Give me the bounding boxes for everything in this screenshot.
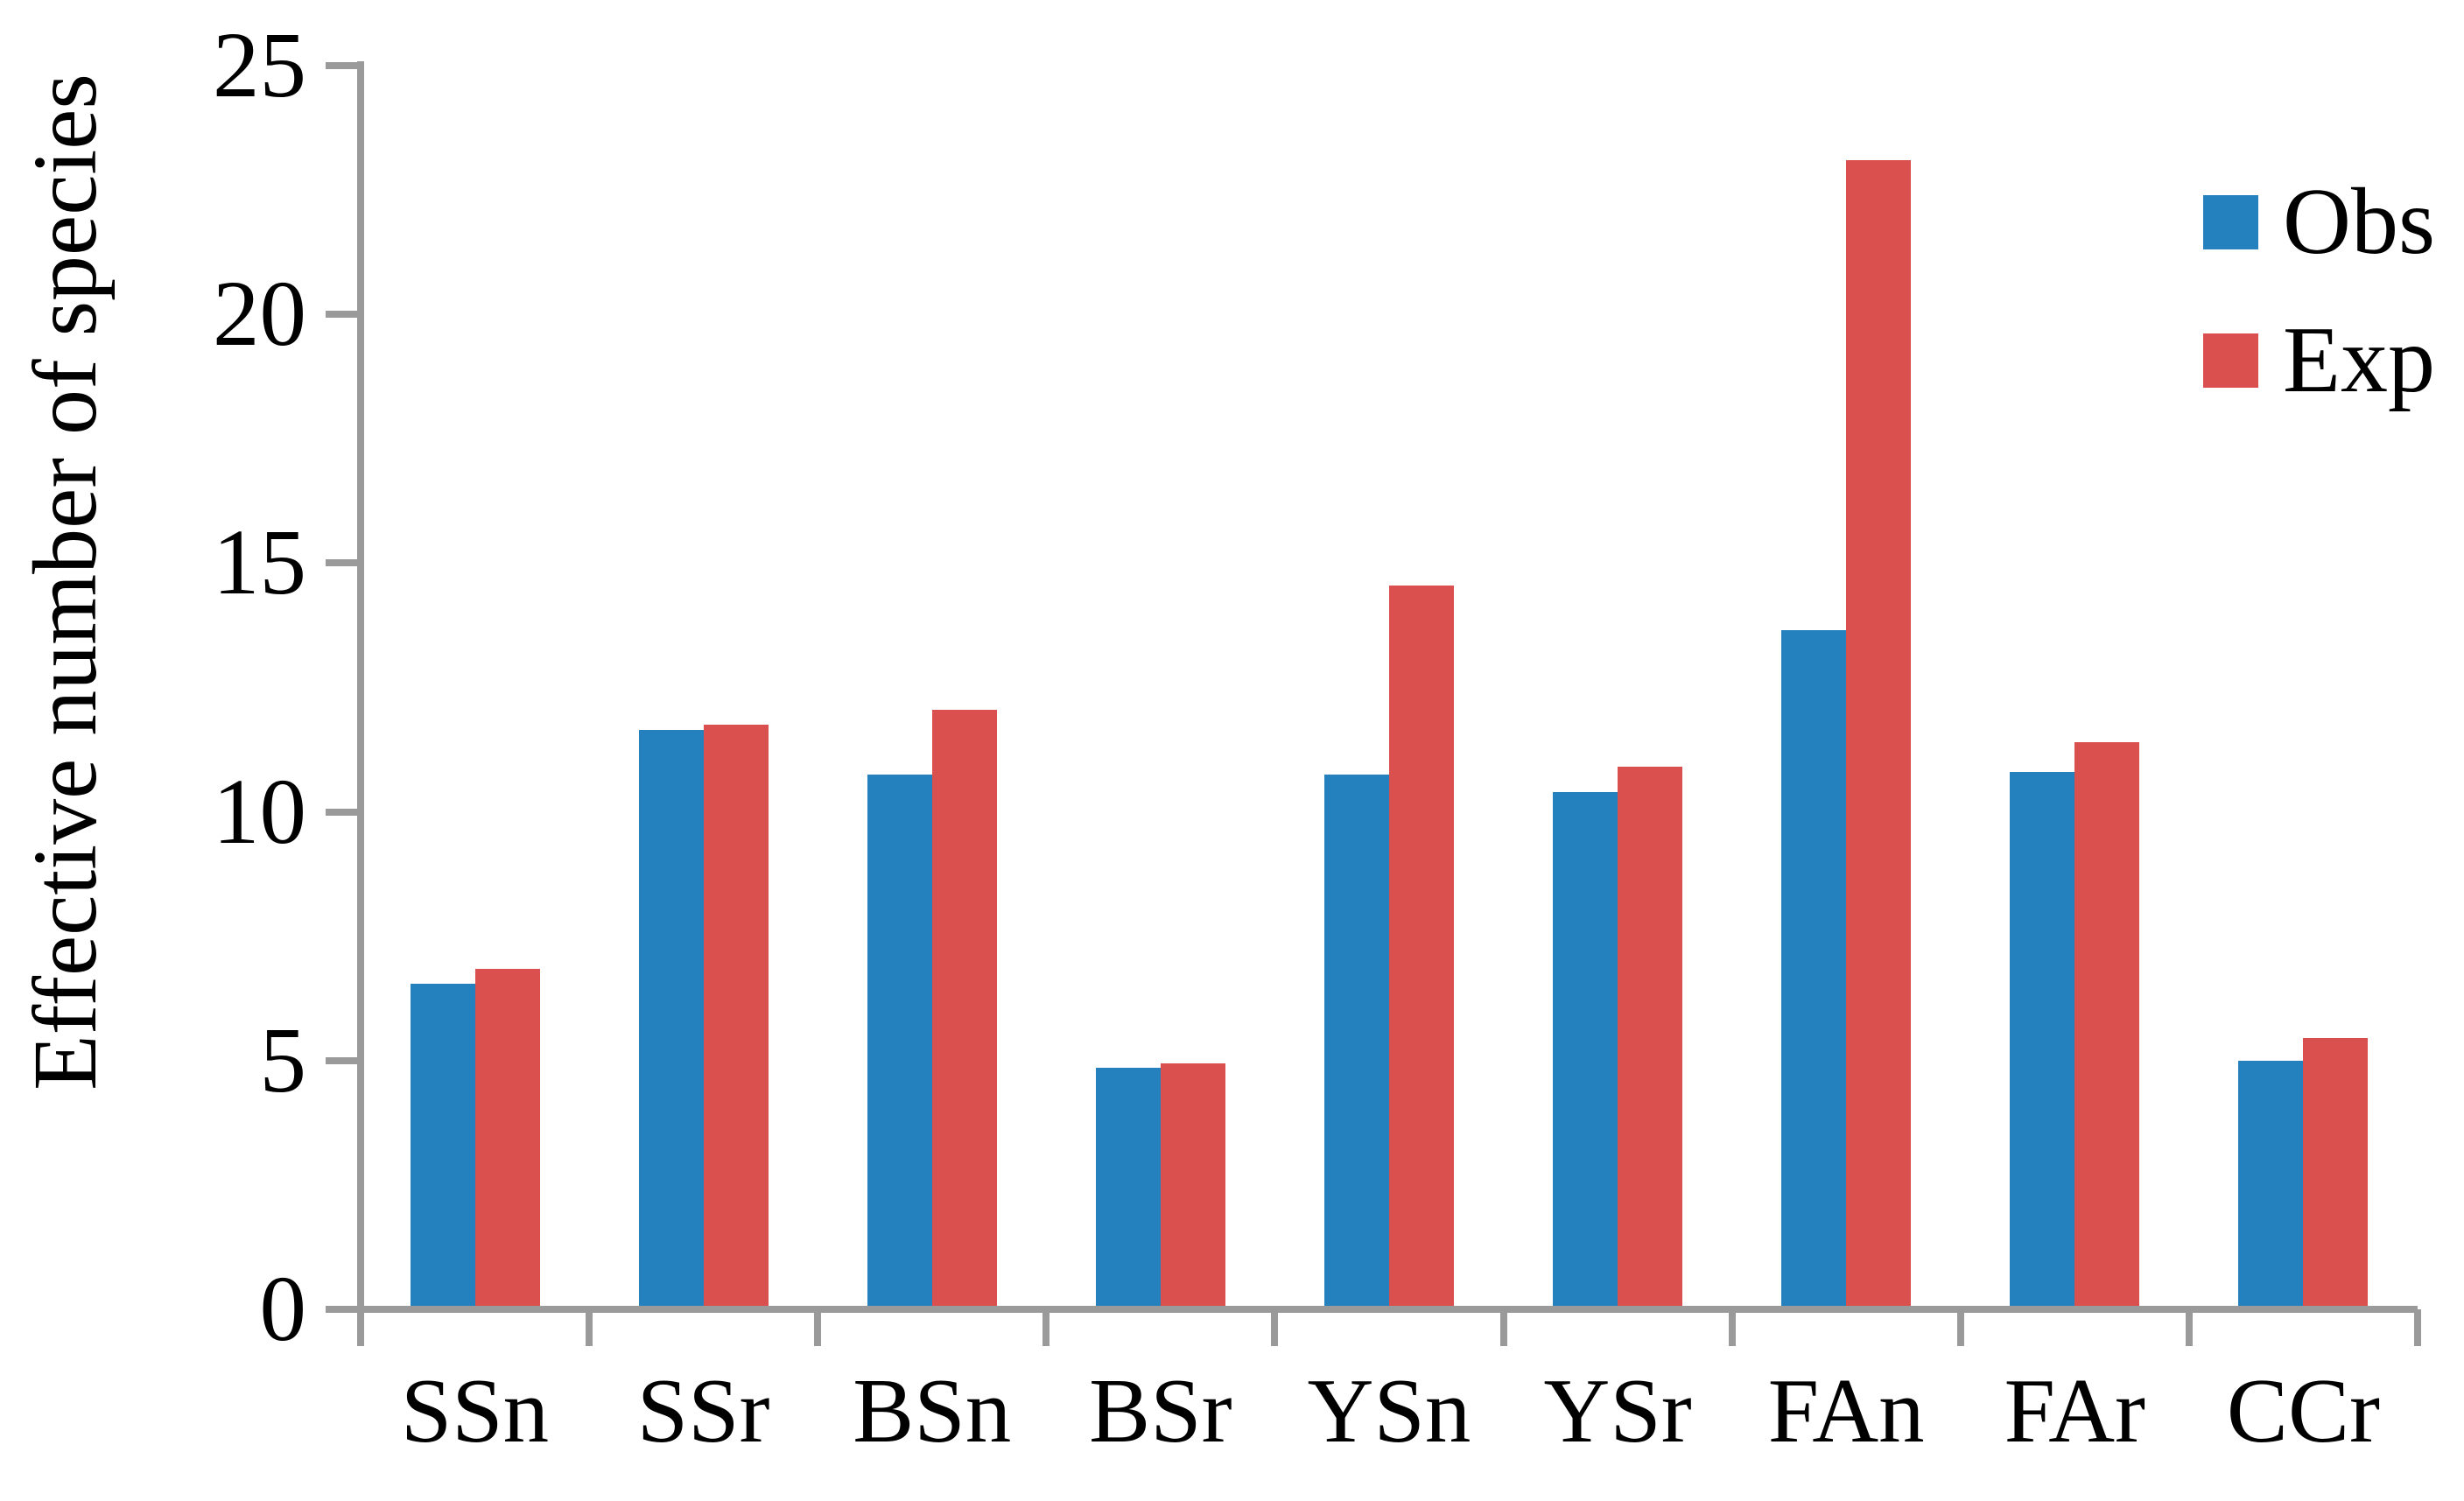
x-tick xyxy=(2185,1309,2193,1346)
legend-label-obs: Obs xyxy=(2283,170,2436,274)
bar-exp-SSr xyxy=(703,725,769,1309)
x-category-label: BSn xyxy=(853,1359,1012,1462)
x-tick xyxy=(2414,1309,2421,1346)
bar-obs-SSn xyxy=(410,983,475,1309)
bar-obs-SSr xyxy=(638,729,704,1309)
bar-exp-FAn xyxy=(1846,159,1912,1309)
x-category-label: SSn xyxy=(400,1359,550,1462)
legend-item-obs: Obs xyxy=(2203,167,2435,277)
bar-exp-YSn xyxy=(1389,585,1454,1309)
y-tick-label: 0 xyxy=(259,1258,307,1361)
bar-exp-CCr xyxy=(2303,1038,2369,1309)
y-tick xyxy=(326,1056,357,1064)
x-tick xyxy=(1271,1309,1279,1346)
x-category-label: CCr xyxy=(2226,1359,2380,1462)
y-tick-label: 10 xyxy=(213,760,306,864)
y-tick-label: 25 xyxy=(213,14,306,117)
legend-label-exp: Exp xyxy=(2283,308,2435,412)
y-axis-line xyxy=(357,61,364,1313)
x-tick xyxy=(1956,1309,1964,1346)
x-tick xyxy=(1042,1309,1050,1346)
bar-exp-BSr xyxy=(1160,1063,1225,1309)
x-category-label: YSr xyxy=(1543,1359,1692,1462)
y-tick-label: 5 xyxy=(259,1008,307,1112)
y-tick-label: 15 xyxy=(213,511,306,615)
x-category-label: YSn xyxy=(1307,1359,1471,1462)
y-tick xyxy=(326,62,357,69)
bar-exp-FAr xyxy=(2074,742,2140,1309)
x-tick xyxy=(1499,1309,1507,1346)
x-tick xyxy=(357,1309,364,1346)
x-category-label: FAr xyxy=(2004,1359,2146,1462)
legend-swatch-obs-icon xyxy=(2203,195,2258,249)
legend-item-exp: Exp xyxy=(2203,305,2435,416)
bar-obs-FAr xyxy=(2010,772,2075,1309)
bar-obs-YSr xyxy=(1553,791,1618,1309)
x-category-label: BSr xyxy=(1089,1359,1232,1462)
y-tick xyxy=(326,311,357,319)
bar-obs-BSr xyxy=(1095,1068,1161,1309)
bar-obs-CCr xyxy=(2238,1060,2304,1309)
x-tick xyxy=(586,1309,593,1346)
bar-exp-SSn xyxy=(474,968,540,1309)
bar-exp-YSr xyxy=(1618,767,1683,1309)
y-tick xyxy=(326,559,357,567)
legend-swatch-exp-icon xyxy=(2203,333,2258,388)
bar-obs-BSn xyxy=(867,774,932,1309)
bar-exp-BSn xyxy=(931,710,997,1309)
x-tick xyxy=(814,1309,822,1346)
x-category-label: FAn xyxy=(1767,1359,1925,1462)
bar-obs-YSn xyxy=(1324,774,1389,1309)
x-axis-line xyxy=(357,1306,2418,1313)
x-category-label: SSr xyxy=(636,1359,770,1462)
y-tick xyxy=(326,808,357,816)
y-tick-label: 20 xyxy=(213,263,306,367)
y-tick xyxy=(326,1306,357,1313)
x-tick xyxy=(1728,1309,1736,1346)
bar-obs-FAn xyxy=(1781,630,1847,1309)
